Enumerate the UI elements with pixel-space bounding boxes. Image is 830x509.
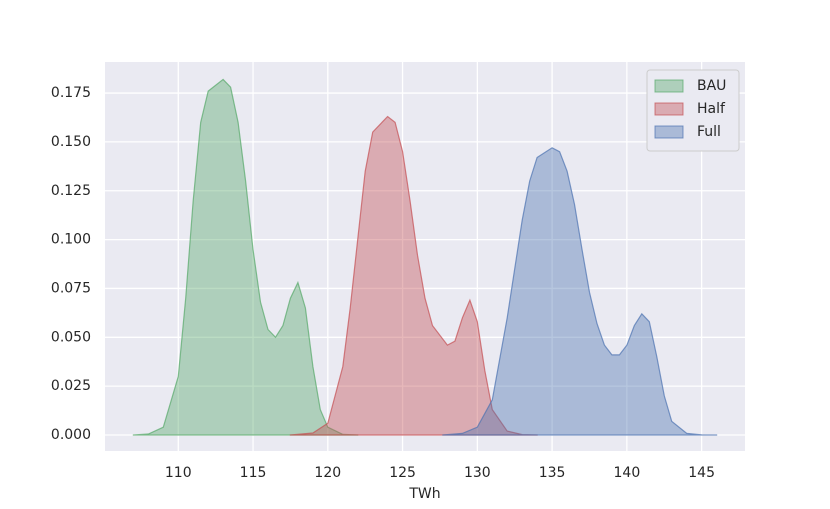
density-area [132,78,359,436]
x-tick-label: 140 [614,465,641,481]
legend-label: Half [697,101,726,117]
x-tick-label: 115 [240,465,267,481]
x-tick-label: 125 [389,465,416,481]
x-tick-label: 120 [314,465,341,481]
legend-swatch [654,102,684,116]
y-tick-label: 0.050 [51,329,91,345]
x-tick-label: 145 [688,465,715,481]
legend-swatch [654,79,684,93]
legend-label: BAU [697,78,726,94]
y-tick-label: 0.175 [51,85,91,101]
y-tick-label: 0.150 [51,134,91,150]
y-tick-label: 0.125 [51,183,91,199]
legend-box [646,69,740,152]
x-axis-label: TWh [408,486,440,502]
legend-swatch [654,125,684,139]
x-tick-label: 110 [165,465,192,481]
y-tick-label: 0.075 [51,280,91,296]
x-tick-label: 130 [464,465,491,481]
x-tick-label: 135 [539,465,566,481]
y-tick-label: 0.025 [51,378,91,394]
y-tick-label: 0.100 [51,232,91,248]
density-area [289,115,538,436]
legend-label: Full [697,124,721,140]
density-area [442,147,718,436]
y-tick-label: 0.000 [51,427,91,443]
